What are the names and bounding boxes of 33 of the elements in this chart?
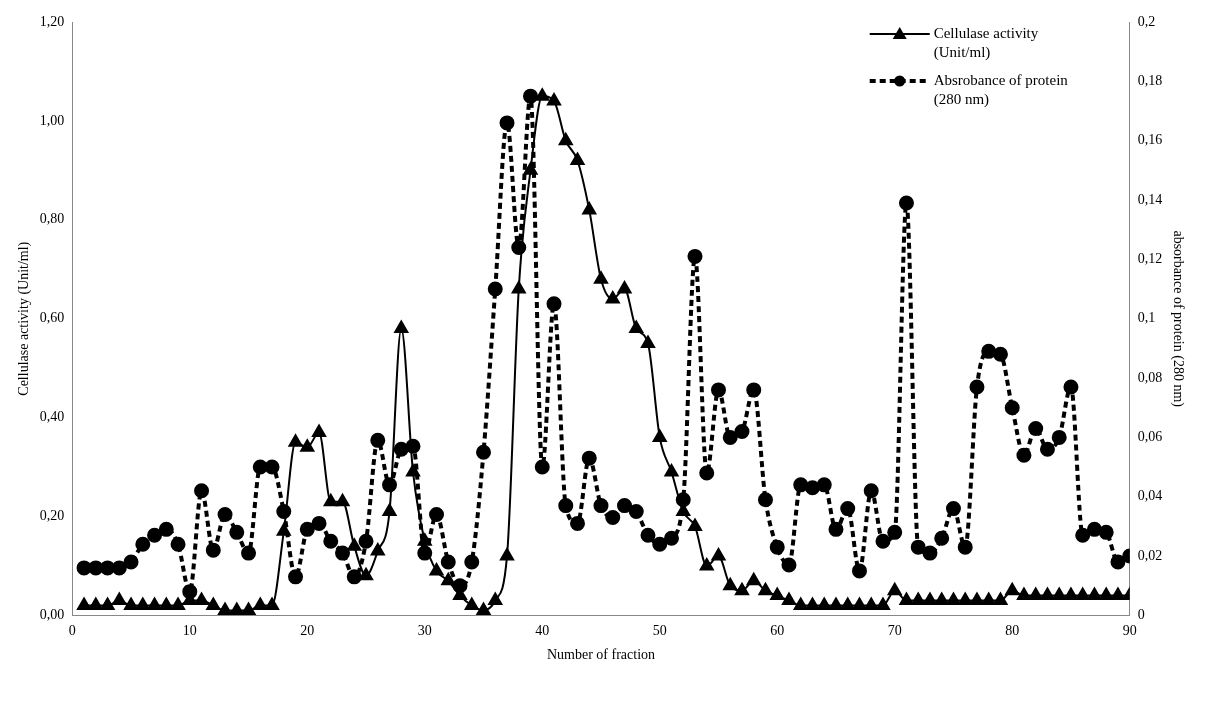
y2-tick-label: 0,16 [1137, 132, 1163, 148]
y-tick-label: 0,00 [39, 607, 65, 623]
x-tick-label: 40 [535, 623, 550, 639]
y-tick-label: 0,60 [39, 310, 65, 326]
x-tick-label: 0 [68, 623, 76, 639]
y2-tick-label: 0,04 [1137, 488, 1163, 504]
y2-tick-label: 0,1 [1137, 310, 1156, 326]
y2-tick-label: 0,12 [1137, 251, 1163, 267]
x-tick-label: 50 [652, 623, 667, 639]
y2-tick-label: 0,2 [1137, 13, 1156, 29]
x-tick-label: 70 [887, 623, 902, 639]
y2-tick-label: 0 [1137, 607, 1145, 623]
y-tick-label: 0,20 [39, 508, 65, 524]
x-axis-title: Number of fraction [546, 647, 656, 663]
y2-tick-label: 0,18 [1137, 73, 1163, 89]
x-tick-label: 20 [300, 623, 315, 639]
x-tick-label: 10 [182, 623, 197, 639]
y2-tick-label: 0,02 [1137, 547, 1163, 563]
x-tick-label: 30 [417, 623, 432, 639]
x-tick-label: 90 [1122, 623, 1137, 639]
x-tick-label: 80 [1005, 623, 1020, 639]
y-tick-label: 0,80 [39, 211, 65, 227]
y-tick-label: 0,40 [39, 409, 65, 425]
y2-tick-label: 0,06 [1137, 429, 1163, 445]
y-tick-label: 1,00 [39, 112, 65, 128]
y2-tick-label: 0,08 [1137, 369, 1163, 385]
y2-tick-label: 0,14 [1137, 191, 1163, 207]
y-axis-title: Cellulase activity (Unit/ml) [16, 241, 33, 396]
y2-axis-title: absorbance of protein (280 nm) [1169, 230, 1186, 408]
legend-label: Absrobance of protein (280 nm) [933, 71, 1069, 108]
legend-label: Cellulase activity (Unit/ml) [933, 24, 1039, 61]
y-tick-label: 1,20 [39, 13, 65, 29]
x-tick-label: 60 [770, 623, 785, 639]
